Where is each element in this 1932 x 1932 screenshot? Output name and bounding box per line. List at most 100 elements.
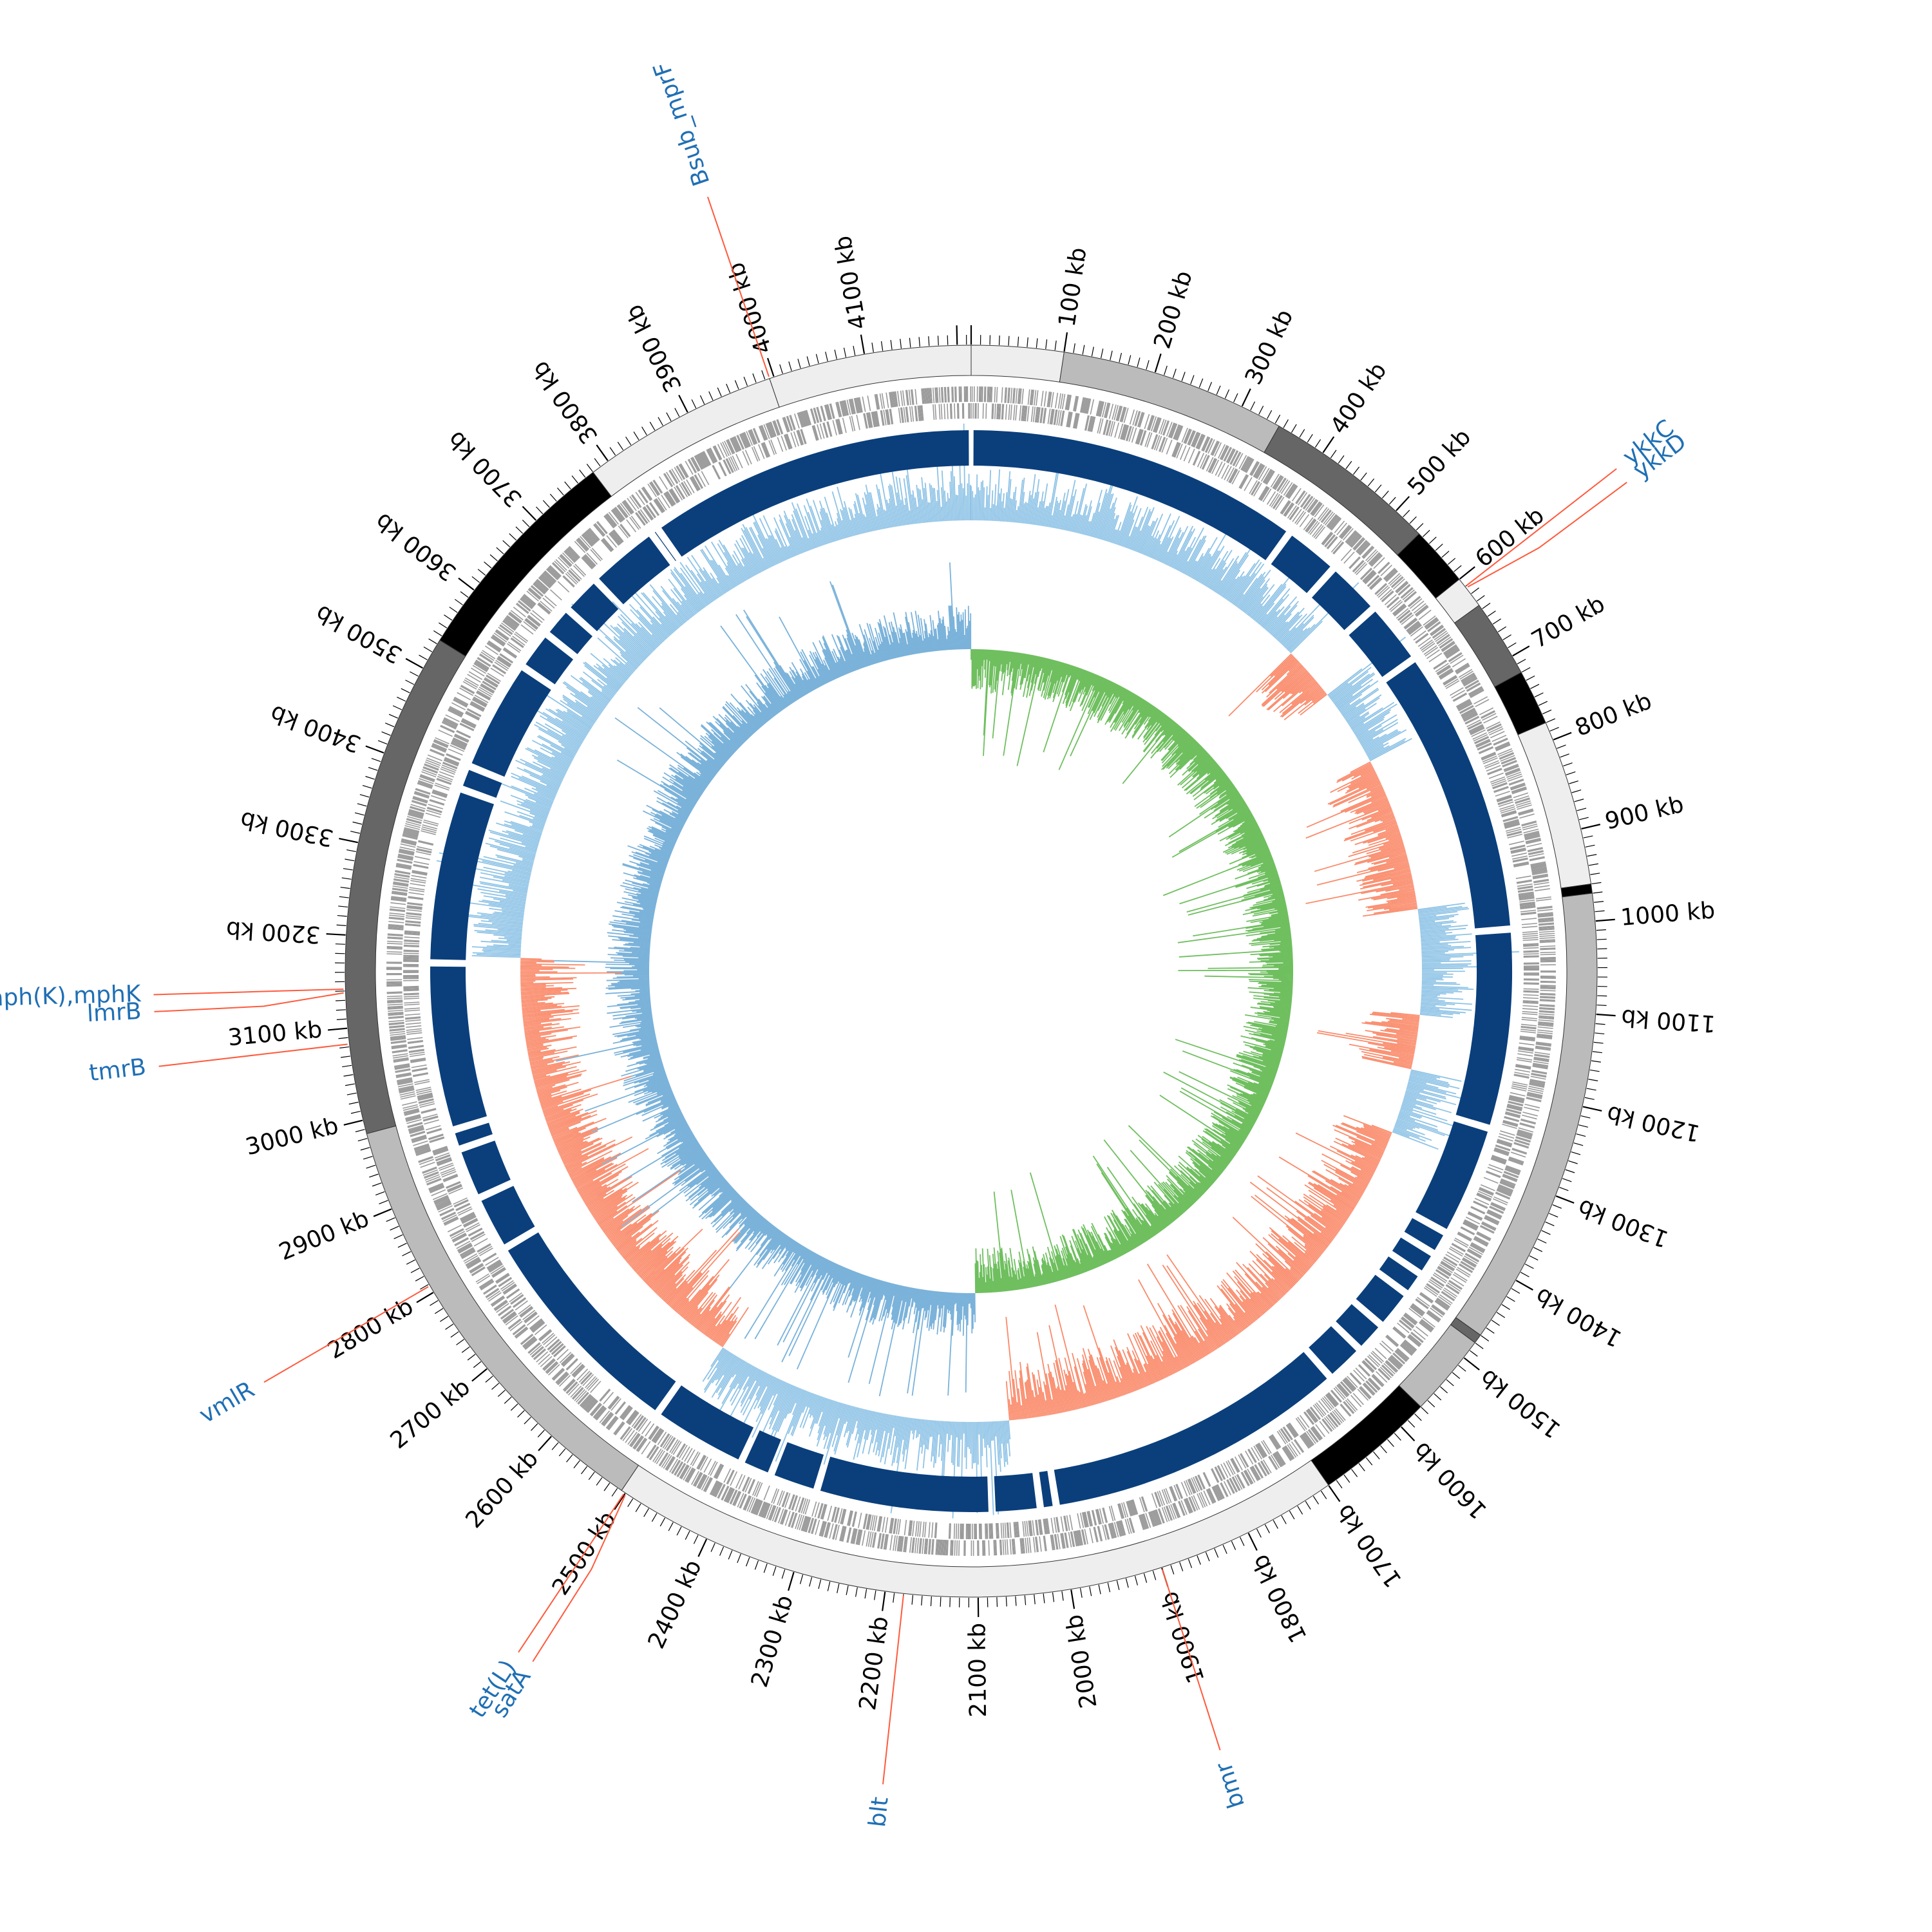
gc-skew-positive-bar <box>1273 1006 1291 1010</box>
gc-skew-negative-bar <box>628 999 651 1003</box>
gc-skew-negative-bar <box>648 826 678 840</box>
gc-content-high-bar <box>958 484 961 521</box>
gc-skew-positive-bar <box>1110 691 1132 728</box>
gc-skew-positive-bar <box>1189 750 1206 765</box>
gc-skew-positive-bar <box>1030 656 1038 683</box>
gc-skew-negative-bar <box>700 763 716 776</box>
gc-skew-positive-bar <box>1138 1216 1153 1238</box>
gc-content-high-bar <box>1421 963 1472 965</box>
gc-skew-positive-bar <box>1168 1202 1181 1217</box>
gc-skew-positive-bar <box>1249 899 1285 909</box>
cds-feature <box>1010 388 1013 404</box>
gc-skew-positive-bar <box>1215 773 1226 781</box>
gc-skew-negative-bar <box>667 1127 690 1141</box>
gc-skew-negative-bar <box>873 1280 885 1318</box>
gc-skew-negative-bar <box>643 1052 660 1059</box>
gc-skew-negative-bar <box>639 875 662 883</box>
gc-skew-positive-bar <box>992 1281 995 1293</box>
gc-skew-negative-bar <box>891 1285 902 1330</box>
gc-skew-positive-bar <box>1235 829 1262 843</box>
cds-feature <box>1019 405 1022 421</box>
gc-skew-positive-bar <box>1171 728 1183 741</box>
gc-skew-negative-bar <box>755 1223 772 1244</box>
gc-skew-negative-bar <box>632 1037 656 1043</box>
gc-skew-positive-bar <box>1009 1276 1012 1291</box>
gc-skew-negative-bar <box>614 959 650 962</box>
gc-skew-negative-bar <box>727 727 744 744</box>
gc-content-low-bar <box>520 986 546 989</box>
gc-skew-positive-bar <box>983 649 985 660</box>
gc-skew-positive-bar <box>1026 1264 1032 1288</box>
gc-skew-negative-bar <box>642 1104 679 1122</box>
gc-skew-positive-bar <box>1162 724 1179 743</box>
gc-skew-negative-bar <box>669 784 697 803</box>
gc-skew-negative-bar <box>647 1078 668 1087</box>
gc-skew-positive-bar <box>1226 805 1248 819</box>
gc-skew-positive-bar <box>1113 1238 1124 1256</box>
gc-skew-positive-bar <box>1193 1143 1226 1169</box>
gc-skew-negative-bar <box>659 1105 679 1115</box>
gc-skew-positive-bar <box>1249 1069 1275 1079</box>
gc-skew-positive-bar <box>1192 1162 1215 1182</box>
gc-skew-positive-bar <box>1246 842 1267 853</box>
gc-skew-negative-bar <box>649 851 670 860</box>
gc-skew-negative-bar <box>668 1103 678 1108</box>
gc-skew-positive-bar <box>1148 706 1156 717</box>
gc-skew-negative-bar <box>945 1292 949 1328</box>
gc-skew-negative-bar <box>636 876 661 886</box>
gc-skew-positive-bar <box>1117 1231 1131 1252</box>
cds-feature <box>1054 392 1059 408</box>
gc-skew-negative-bar <box>667 1133 694 1150</box>
gc-skew-positive-bar <box>1245 1014 1289 1023</box>
gc-skew-positive-bar <box>1088 677 1103 708</box>
gc-content-high-bar <box>506 939 522 942</box>
gc-skew-negative-bar <box>723 732 740 748</box>
gc-skew-negative-bar <box>663 842 674 848</box>
gc-skew-negative-bar <box>635 1089 672 1105</box>
gc-skew-negative-bar <box>685 755 715 779</box>
gc-skew-positive-bar <box>1278 910 1288 914</box>
gc-skew-positive-bar <box>1076 668 1082 680</box>
gc-skew-negative-bar <box>924 1290 930 1320</box>
gc-skew-negative-bar <box>638 1027 655 1032</box>
gc-skew-negative-bar <box>878 1285 904 1397</box>
gc-skew-positive-bar <box>1154 1213 1166 1228</box>
gc-skew-negative-bar <box>667 1110 681 1118</box>
gc-skew-positive-bar <box>1185 763 1218 791</box>
gc-skew-positive-bar <box>1241 853 1272 866</box>
gc-skew-positive-bar <box>1179 744 1200 766</box>
gc-skew-positive-bar <box>1269 1010 1291 1015</box>
gc-skew-positive-bar <box>1043 1254 1052 1283</box>
gc-skew-positive-bar <box>981 1248 985 1293</box>
gc-skew-positive-bar <box>1021 654 1028 685</box>
gc-skew-positive-bar <box>1124 1218 1142 1245</box>
blast-hit-block <box>1416 1121 1488 1229</box>
gc-skew-positive-bar <box>1122 690 1130 701</box>
blast-identity-ring <box>430 430 1513 1512</box>
gc-skew-positive-bar <box>1143 711 1163 738</box>
gc-skew-positive-bar <box>1231 1110 1256 1124</box>
gc-content-low-bar <box>520 958 542 960</box>
gc-skew-negative-bar <box>639 946 650 949</box>
gc-skew-positive-bar <box>1048 659 1054 676</box>
gc-skew-positive-bar <box>1132 705 1154 737</box>
gc-skew-positive-bar <box>1147 710 1160 728</box>
gc-skew-negative-bar <box>699 771 712 781</box>
gc-skew-negative-bar <box>956 1293 958 1311</box>
gc-skew-positive-bar <box>1255 1012 1290 1019</box>
gc-skew-negative-bar <box>633 942 650 945</box>
gc-skew-positive-bar <box>1225 1139 1240 1150</box>
gc-skew-positive-bar <box>1218 786 1236 799</box>
gc-skew-positive-bar <box>1082 1249 1092 1271</box>
gc-skew-positive-bar <box>1094 676 1102 691</box>
gc-skew-negative-bar <box>628 942 650 946</box>
gc-skew-negative-bar <box>860 1276 870 1300</box>
gc-skew-negative-bar <box>832 1265 841 1283</box>
gc-skew-positive-bar <box>1041 1274 1045 1285</box>
gc-skew-positive-bar <box>1263 876 1280 882</box>
gc-skew-negative-bar <box>677 810 690 817</box>
gc-skew-negative-bar <box>817 1257 825 1270</box>
gc-skew-positive-bar <box>1267 876 1280 882</box>
gc-skew-negative-bar <box>746 723 756 733</box>
gc-skew-negative-bar <box>657 1088 672 1095</box>
